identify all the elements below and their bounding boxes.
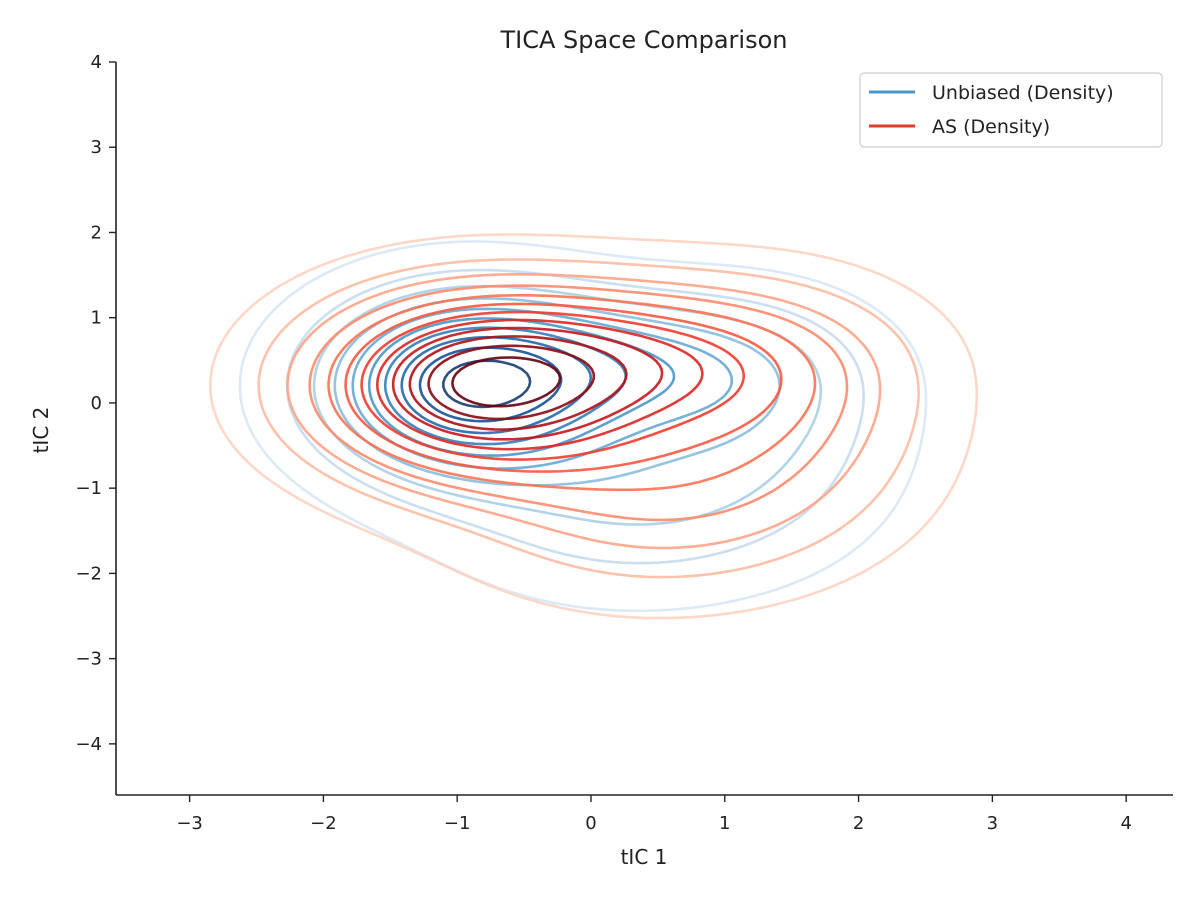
as-contour-level-1 — [257, 258, 920, 579]
y-tick-label: −4 — [75, 734, 102, 755]
legend-label-unbiased: Unbiased (Density) — [932, 82, 1114, 104]
y-axis-label: tIC 2 — [29, 407, 53, 454]
unbiased-contour-level-1 — [285, 268, 865, 565]
as-contour-level-6 — [360, 310, 745, 461]
as-contour-level-10 — [427, 344, 596, 421]
x-axis-label: tIC 1 — [621, 845, 668, 869]
as-contour-level-0 — [208, 233, 979, 620]
y-tick-label: 0 — [91, 393, 102, 414]
y-tick-label: 3 — [91, 137, 102, 158]
y-tick-label: 4 — [91, 52, 102, 73]
x-ticks: −3 −2 −1 0 1 2 3 4 — [176, 795, 1132, 834]
y-tick-label: −3 — [75, 649, 102, 670]
unbiased-contour-level-0 — [238, 240, 928, 613]
x-tick-label: 2 — [853, 813, 864, 834]
y-tick-label: 1 — [91, 308, 102, 329]
y-tick-label: 2 — [91, 222, 102, 243]
as-contour-level-5 — [344, 302, 783, 473]
y-ticks: −4 −3 −2 −1 0 1 2 3 4 — [75, 52, 116, 755]
legend-box — [859, 72, 1163, 148]
as-contour-level-9 — [408, 335, 628, 431]
x-tick-label: 3 — [987, 813, 998, 834]
x-tick-label: −2 — [310, 813, 337, 834]
as-contour-level-11 — [451, 356, 562, 408]
x-tick-label: 1 — [719, 813, 730, 834]
x-tick-label: −3 — [176, 813, 203, 834]
contour-layer — [208, 233, 979, 620]
as-contour-level-4 — [327, 293, 817, 492]
legend: Unbiased (Density) AS (Density) — [859, 72, 1163, 148]
chart-title: TICA Space Comparison — [499, 26, 787, 54]
unbiased-contour-level-8 — [418, 346, 563, 423]
as-contour-level-3 — [308, 284, 849, 522]
x-tick-label: 0 — [585, 813, 596, 834]
as-contour-level-8 — [391, 326, 664, 441]
y-tick-label: −1 — [75, 478, 102, 499]
x-tick-label: 4 — [1120, 813, 1131, 834]
axes — [115, 62, 1173, 796]
legend-label-as: AS (Density) — [932, 116, 1050, 138]
y-tick-label: −2 — [75, 563, 102, 584]
as-contour-level-7 — [376, 318, 704, 451]
x-tick-label: −1 — [444, 813, 471, 834]
unbiased-contour-level-9 — [442, 359, 532, 409]
as-contour-level-2 — [286, 273, 882, 550]
